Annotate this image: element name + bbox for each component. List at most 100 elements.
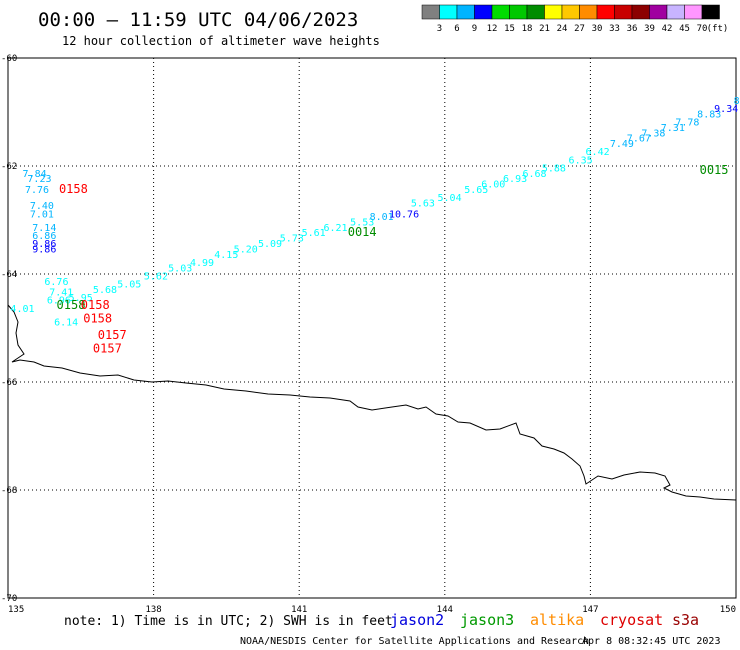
wave-height-label: 7.84 <box>23 169 47 180</box>
map-frame <box>7 57 737 599</box>
wave-height-label: 9.34 <box>714 104 738 115</box>
satellite-legend: jason2 jason3 altika cryosat s3a <box>390 611 699 629</box>
color-swatch <box>456 4 475 20</box>
color-scale-label: 45 <box>679 24 690 34</box>
pass-time-label: 0157 <box>98 328 127 342</box>
color-swatch <box>544 4 563 20</box>
wave-height-label: 5.53 <box>350 217 374 228</box>
color-swatch <box>439 4 458 20</box>
wave-height-label: 7.23 <box>27 174 51 185</box>
y-tick-label: -70 <box>1 594 17 604</box>
wave-height-label: 7.41 <box>49 288 73 299</box>
wave-height-label: 5.04 <box>438 193 462 204</box>
map-subtitle: 12 hour collection of altimeter wave hei… <box>62 34 380 48</box>
wave-height-label: 6.00 <box>481 180 505 191</box>
wave-height-label: 5.95 <box>69 293 93 304</box>
color-scale-label: 30 <box>592 24 603 34</box>
wave-height-label: 7.78 <box>675 118 699 129</box>
wave-height-label: 6.86 <box>32 231 56 242</box>
y-tick-label: -66 <box>1 378 17 388</box>
x-tick-label: 144 <box>437 605 453 615</box>
color-scale-label: 70 <box>697 24 708 34</box>
wave-height-label: 7.67 <box>627 134 651 145</box>
wave-height-labels: 7.847.237.767.407.017.146.869.869.866.76… <box>10 96 740 328</box>
wave-height-label: 4.15 <box>214 250 238 261</box>
color-scale-label: 3 <box>437 24 442 34</box>
grid-lines <box>8 58 736 598</box>
wave-height-label: 5.88 <box>542 163 566 174</box>
wave-height-label: 8.01 <box>370 212 394 223</box>
wave-height-label: 6.93 <box>503 174 527 185</box>
satellite-legend-item: jason3 <box>460 611 514 629</box>
satellite-legend-item: jason2 <box>390 611 444 629</box>
color-swatch <box>684 4 703 20</box>
wave-height-label: 7.31 <box>661 123 685 134</box>
wave-height-label: 6.21 <box>323 223 347 234</box>
color-scale-label: 18 <box>522 24 533 34</box>
wave-height-label: 7.40 <box>30 201 54 212</box>
wave-height-label: 5.65 <box>464 185 488 196</box>
color-swatch <box>561 4 580 20</box>
color-scale-label: 36 <box>627 24 638 34</box>
y-tick-label: -62 <box>1 162 17 172</box>
satellite-legend-item: s3a <box>672 611 699 629</box>
legend-note: note: 1) Time is in UTC; 2) SWH is in fe… <box>64 614 393 629</box>
wave-height-label: 6.42 <box>586 147 610 158</box>
color-scale-label: 6 <box>454 24 459 34</box>
wave-height-label: 5.68 <box>93 285 117 296</box>
wave-height-label: 9.86 <box>32 239 56 250</box>
wave-height-label: 7.76 <box>25 185 49 196</box>
color-scale-label: 27 <box>574 24 585 34</box>
color-swatch <box>596 4 615 20</box>
wave-height-label: 5.63 <box>411 199 435 210</box>
y-tick-label: -64 <box>1 270 17 280</box>
color-scale-label: 33 <box>609 24 620 34</box>
x-tick-label: 141 <box>291 605 307 615</box>
wave-height-label: 6.14 <box>54 317 78 328</box>
color-swatch <box>579 4 598 20</box>
map-title: 00:00 – 11:59 UTC 04/06/2023 <box>38 9 358 31</box>
x-tick-label: 150 <box>720 605 736 615</box>
pass-time-label: 0015 <box>700 163 729 177</box>
wave-height-label: 6.96 <box>47 296 71 307</box>
wave-height-label: 5.05 <box>117 280 141 291</box>
x-tick-label: 135 <box>8 605 24 615</box>
antarctic-coastline <box>7 304 737 501</box>
color-scale-label: 42 <box>662 24 673 34</box>
x-tick-label: 138 <box>145 605 161 615</box>
pass-time-label: 0158 <box>57 298 86 312</box>
color-scale-label: 24 <box>557 24 568 34</box>
wave-height-label: 7.38 <box>641 128 665 139</box>
wave-height-label: 9.86 <box>32 244 56 255</box>
wave-height-label: 6.76 <box>44 277 68 288</box>
color-swatch <box>474 4 493 20</box>
color-swatch <box>649 4 668 20</box>
color-swatch <box>526 4 545 20</box>
wave-height-label: 5.09 <box>258 239 282 250</box>
wave-height-label: 7.14 <box>32 223 56 234</box>
color-scale-legend: 3 6 9 12 15 18 21 24 27 30 33 36 39 42 45 70 (ft) <box>421 4 728 34</box>
wave-height-label: 4.01 <box>10 304 34 315</box>
footer-timestamp: Apr 8 08:32:45 UTC 2023 <box>582 636 720 647</box>
wave-height-label: 6.35 <box>569 155 593 166</box>
wave-height-label: 7.01 <box>30 209 54 220</box>
wave-height-label: 5.03 <box>168 263 192 274</box>
pass-time-label: 0157 <box>93 341 122 355</box>
color-scale-label: 39 <box>644 24 655 34</box>
y-tick-label: -68 <box>1 486 17 496</box>
color-swatch <box>631 4 650 20</box>
wave-height-label: 5.73 <box>280 234 304 245</box>
wave-height-label: 5.20 <box>234 244 258 255</box>
wave-height-label: 7.49 <box>610 139 634 150</box>
pass-time-label: 0158 <box>59 182 88 196</box>
footer-credit: NOAA/NESDIS Center for Satellite Applica… <box>240 636 589 647</box>
wave-height-label: 5.62 <box>144 271 168 282</box>
wave-height-label: 8.79 <box>734 96 740 107</box>
color-swatch <box>614 4 633 20</box>
y-tick-label: -60 <box>1 54 17 64</box>
wave-height-label: 6.68 <box>522 169 546 180</box>
color-swatch <box>491 4 510 20</box>
color-swatch <box>666 4 685 20</box>
